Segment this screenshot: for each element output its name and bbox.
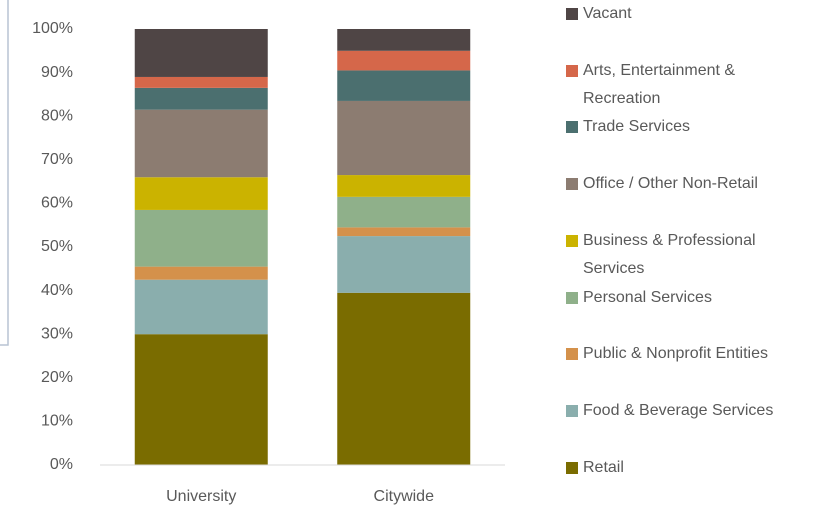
x-tick-label: University [166, 488, 236, 505]
y-tick-label: 70% [41, 151, 73, 168]
y-tick-label: 10% [41, 413, 73, 430]
y-tick-label: 50% [41, 238, 73, 255]
legend-label: Vacant [583, 5, 632, 22]
legend-swatch [566, 461, 578, 474]
legend-swatch [566, 121, 578, 134]
legend-item: Vacant [566, 0, 828, 28]
legend-item: Arts, Entertainment & Recreation [566, 57, 828, 113]
y-tick-label: 100% [32, 20, 73, 37]
bar-segment [134, 87, 268, 110]
bar-segment [134, 109, 268, 178]
legend-label: Trade Services [583, 118, 690, 136]
bar-segment [134, 29, 268, 77]
legend-label: Arts, Entertainment & Recreation [583, 61, 736, 107]
bar-segment [134, 279, 268, 335]
legend-swatch [566, 178, 578, 191]
legend-item: Trade Services [566, 113, 828, 141]
bar-segment [337, 236, 471, 293]
y-tick-label: 30% [41, 325, 73, 342]
y-tick-label: 80% [41, 107, 73, 124]
legend-item: Retail [566, 454, 828, 482]
legend-swatch [566, 404, 578, 417]
legend-label: Business & Professional Services [583, 231, 756, 277]
bar-segment [337, 100, 471, 176]
bar-segment [134, 76, 268, 88]
legend-item: Public & Nonprofit Entities [566, 340, 828, 368]
bar-segment [134, 334, 268, 465]
y-tick-label: 20% [41, 369, 73, 386]
legend-label: Personal Services [583, 288, 712, 306]
legend-item: Personal Services [566, 284, 828, 312]
legend-item: Business & Professional Services [566, 227, 828, 283]
legend-swatch [566, 291, 578, 304]
bar-segment [337, 175, 471, 197]
bar-segment [337, 196, 471, 228]
legend-swatch [566, 348, 578, 361]
panel-edge [0, 0, 9, 346]
y-tick-label: 40% [41, 282, 73, 299]
y-tick-label: 0% [50, 456, 73, 473]
legend-label: Public & Nonprofit Entities [583, 345, 768, 363]
y-tick-label: 90% [41, 64, 73, 81]
legend-item: Office / Other Non-Retail [566, 170, 828, 198]
bar-segment [337, 292, 471, 465]
bar-segment [134, 177, 268, 210]
bar-segment [337, 50, 471, 71]
legend-label: Retail [583, 458, 624, 476]
bar-segment [134, 209, 268, 267]
legend-swatch [566, 8, 578, 20]
legend-item: Food & Beverage Services [566, 397, 828, 425]
y-tick-label: 60% [41, 195, 73, 212]
bar-segment [134, 266, 268, 280]
bar-segment [337, 70, 471, 101]
legend-label: Food & Beverage Services [583, 401, 774, 419]
bar-segment [337, 227, 471, 237]
legend-label: Office / Other Non-Retail [583, 175, 758, 193]
legend-swatch [566, 64, 578, 77]
legend-swatch [566, 234, 578, 247]
bar-segment [337, 29, 471, 51]
x-tick-label: Citywide [374, 488, 435, 505]
